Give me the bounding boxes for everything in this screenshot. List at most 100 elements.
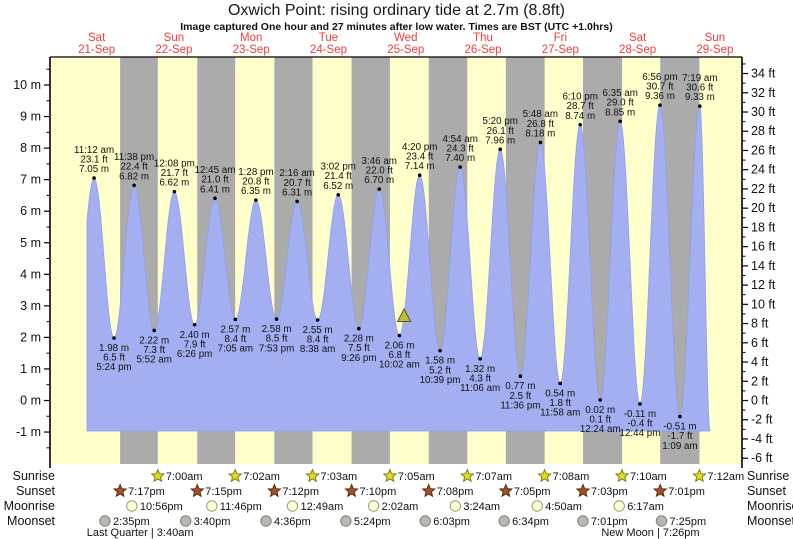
svg-text:7.40 m: 7.40 m xyxy=(445,153,475,164)
low-tide-label: 2.40 m7.9 ft6:26 pm xyxy=(177,330,212,360)
low-tide-dot xyxy=(315,318,320,322)
moonrise-time: 4:50am xyxy=(545,501,582,513)
moonrise-moon-icon xyxy=(531,500,543,512)
svg-text:11:38 pm: 11:38 pm xyxy=(114,152,154,163)
high-tide-dot xyxy=(132,183,136,188)
svg-text:29.0 ft: 29.0 ft xyxy=(607,98,635,109)
svg-text:11:36 pm: 11:36 pm xyxy=(500,400,540,411)
right-tick-label: 26 ft xyxy=(751,143,776,157)
svg-text:8.74 m: 8.74 m xyxy=(565,111,595,122)
right-tick-label: -2 ft xyxy=(751,413,773,427)
svg-text:5.2 ft: 5.2 ft xyxy=(429,365,451,376)
svg-text:7.05 m: 7.05 m xyxy=(79,164,109,175)
moonrise-row: 10:56pm 11:46pm 12:49am 2:02am 3:24am 4:50am 6… xyxy=(126,500,664,513)
sunset-time: 7:01pm xyxy=(668,486,705,498)
svg-text:-0.11 m: -0.11 m xyxy=(624,409,657,420)
svg-text:6.70 m: 6.70 m xyxy=(364,175,394,186)
moon-phase-labels: Last Quarter | 3:40am New Moon | 7:26pm xyxy=(87,527,700,539)
low-tide-label: -0.51 m-1.7 ft1:09 am xyxy=(662,422,697,452)
svg-text:22.0 ft: 22.0 ft xyxy=(366,166,394,177)
left-tick-label: 3 m xyxy=(20,299,41,313)
moonset-row: 2:35pm 3:40pm 4:36pm 5:24pm 6:03pm 6:34pm 7:01… xyxy=(99,515,706,528)
svg-text:7.3 ft: 7.3 ft xyxy=(143,345,165,356)
sunrise-star-icon xyxy=(305,468,320,483)
svg-text:2:16 am: 2:16 am xyxy=(279,168,314,179)
sunrise-row-label-right: Sunrise xyxy=(747,469,790,483)
low-tide-dot xyxy=(152,328,156,333)
day-name-label: Thu xyxy=(473,32,493,44)
svg-text:7.96 m: 7.96 m xyxy=(485,135,515,146)
low-tide-dot xyxy=(274,317,279,321)
left-tick-label: -1 m xyxy=(16,425,41,439)
sunset-time: 7:03pm xyxy=(591,486,628,498)
svg-text:2.5 ft: 2.5 ft xyxy=(509,391,531,402)
moonrise-time: 2:02am xyxy=(382,501,419,513)
day-name-label: Tue xyxy=(319,32,338,44)
svg-text:2.06 m: 2.06 m xyxy=(384,341,414,352)
moonset-moon-icon xyxy=(655,515,668,527)
svg-text:21.7 ft: 21.7 ft xyxy=(161,168,189,179)
low-tide-label: 2.55 m8.4 ft8:38 am xyxy=(300,325,335,355)
high-tide-dot xyxy=(213,196,217,201)
high-tide-dot xyxy=(658,103,662,107)
low-tide-dot xyxy=(638,402,642,406)
sunset-time: 7:17pm xyxy=(128,486,165,498)
day-date-label: 25-Sep xyxy=(387,44,424,56)
high-tide-dot xyxy=(295,199,299,204)
svg-text:4:20 pm: 4:20 pm xyxy=(402,142,437,153)
svg-text:7.9 ft: 7.9 ft xyxy=(184,339,206,350)
sunrise-star-icon xyxy=(614,468,630,483)
svg-text:22.4 ft: 22.4 ft xyxy=(120,162,148,173)
sunrise-time: 7:00am xyxy=(166,471,203,483)
day-date-label: 21-Sep xyxy=(78,44,115,56)
moonrise-row-label-right: Moonrise xyxy=(747,499,793,513)
sunset-time: 7:08pm xyxy=(437,486,474,498)
high-tide-dot xyxy=(618,119,622,124)
low-tide-label: 2.57 m8.4 ft7:05 am xyxy=(218,324,253,354)
svg-text:12:24 am: 12:24 am xyxy=(580,424,621,435)
moonrise-row-label: Moonrise xyxy=(3,499,55,513)
svg-text:9:26 pm: 9:26 pm xyxy=(341,353,376,364)
moonset-moon-icon xyxy=(340,515,352,527)
right-tick-label: 30 ft xyxy=(751,105,776,119)
svg-text:28.7 ft: 28.7 ft xyxy=(567,101,595,112)
svg-text:6.52 m: 6.52 m xyxy=(323,181,353,192)
svg-text:12:45 am: 12:45 am xyxy=(195,165,236,176)
right-tick-label: 12 ft xyxy=(751,278,776,292)
high-tide-dot xyxy=(458,165,462,169)
high-tide-dot xyxy=(538,140,543,145)
day-date-label: 29-Sep xyxy=(696,44,733,56)
sunrise-star-icon xyxy=(459,468,475,483)
high-tide-dot xyxy=(578,122,582,127)
low-tide-dot xyxy=(397,333,402,338)
svg-text:6.41 m: 6.41 m xyxy=(200,184,230,195)
day-name-label: Fri xyxy=(554,32,567,44)
svg-text:9.36 m: 9.36 m xyxy=(645,91,675,102)
right-tick-label: 24 ft xyxy=(751,163,776,177)
sunrise-row: 7:00am 7:02am 7:03am 7:05am 7:07am 7:08am 7:10… xyxy=(150,468,744,483)
moonrise-time: 6:17am xyxy=(627,501,664,513)
low-tide-dot xyxy=(438,348,442,353)
right-tick-label: 20 ft xyxy=(751,201,776,215)
sunset-row-label-right: Sunset xyxy=(747,484,786,498)
axes: 10 m 9 m 8 m 7 m 6 m 5 m 4 m 3 m 2 m 1 m 0 m -1 m 34… xyxy=(13,56,776,468)
high-tide-dot xyxy=(254,198,258,202)
low-tide-dot xyxy=(357,326,361,331)
sunset-star-icon xyxy=(498,483,514,498)
right-tick-label: 28 ft xyxy=(751,124,776,138)
right-tick-label: 6 ft xyxy=(751,336,769,350)
sunrise-time: 7:02am xyxy=(243,471,280,483)
sunset-star-icon xyxy=(344,483,359,498)
left-tick-label: 4 m xyxy=(20,267,41,281)
svg-text:12:44 pm: 12:44 pm xyxy=(620,428,661,439)
svg-text:8.5 ft: 8.5 ft xyxy=(266,334,288,345)
moonset-time: 6:03pm xyxy=(433,516,470,528)
